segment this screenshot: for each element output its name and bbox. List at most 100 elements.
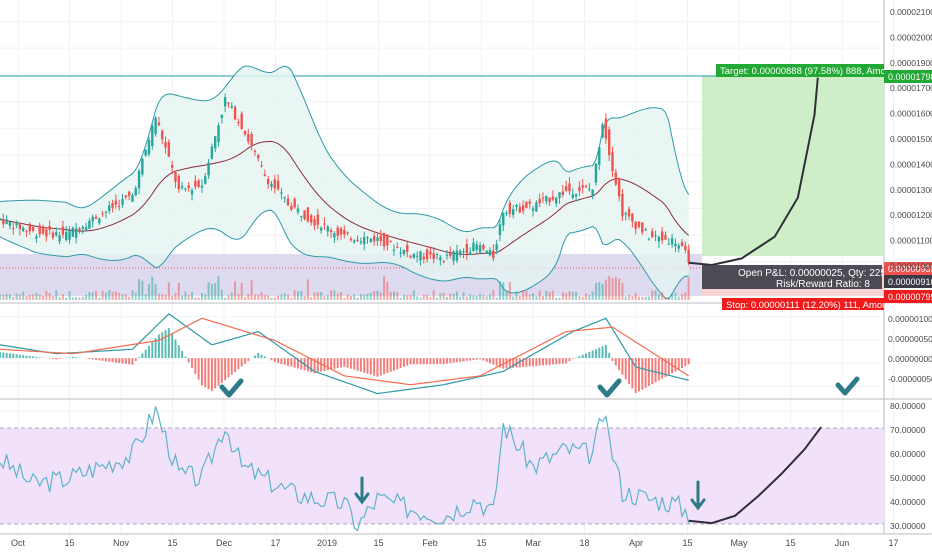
volume-bar [211, 284, 213, 300]
volume-bar [25, 296, 27, 300]
candle-body [433, 253, 435, 259]
volume-bar [651, 291, 653, 300]
volume-bar [472, 295, 474, 300]
candle-body [144, 150, 146, 156]
volume-bar [512, 297, 514, 300]
volume-bar [171, 296, 173, 300]
candle-body [525, 202, 527, 208]
macd-histogram-bar [264, 357, 266, 359]
volume-bar [72, 297, 74, 300]
macd-histogram-bar [49, 358, 51, 359]
candle-body [466, 244, 468, 253]
risk-reward-text: Risk/Reward Ratio: 8 [776, 279, 870, 290]
candle-body [214, 136, 216, 148]
macd-histogram-bar [168, 328, 170, 358]
volume-bar [264, 295, 266, 300]
macd-histogram-bar [595, 349, 597, 358]
macd-histogram-bar [330, 358, 332, 369]
rsi-y-tick: 40.00000 [890, 497, 926, 507]
macd-histogram-bar [72, 357, 74, 358]
macd-histogram-bar [492, 358, 494, 364]
volume-bar [314, 292, 316, 300]
candle-body [558, 192, 560, 198]
volume-bar [539, 291, 541, 300]
volume-bar [522, 290, 524, 300]
volume-bar [105, 293, 107, 300]
target-price-text: 0.00001798 [888, 72, 932, 82]
volume-bar [367, 294, 369, 300]
candle-body [538, 199, 540, 203]
candle-body [154, 118, 156, 134]
price-y-tick: 0.00001100 [890, 236, 932, 246]
macd-histogram-bar [482, 358, 484, 360]
volume-bar [598, 282, 600, 300]
candle-body [148, 140, 150, 154]
candle-body [505, 213, 507, 214]
volume-bar [466, 297, 468, 300]
candle-body [19, 223, 21, 229]
macd-histogram-bar [433, 358, 435, 364]
volume-bar [436, 298, 438, 300]
macd-histogram-bar [221, 358, 223, 383]
volume-bar [155, 284, 157, 300]
volume-bar [188, 295, 190, 300]
volume-bar [125, 294, 127, 300]
volume-bar [55, 290, 57, 300]
candle-body [346, 232, 348, 233]
volume-bar [469, 294, 471, 300]
macd-histogram-bar [2, 352, 4, 358]
macd-histogram-bar [449, 358, 451, 363]
candle-body [393, 250, 395, 251]
macd-histogram-bar [532, 358, 534, 366]
volume-bar [135, 293, 137, 300]
candle-body [184, 188, 186, 189]
macd-histogram-bar [333, 358, 335, 369]
macd-histogram-bar [98, 358, 100, 360]
volume-bar [459, 297, 461, 300]
candle-body [644, 230, 646, 231]
candle-body [32, 227, 34, 231]
volume-bar [585, 293, 587, 300]
volume-bar [78, 297, 80, 300]
macd-histogram-bar [386, 358, 388, 373]
volume-bar [340, 292, 342, 300]
macd-histogram-bar [443, 358, 445, 364]
candle-body [237, 122, 239, 123]
macd-histogram-bar [555, 358, 557, 364]
volume-bar [178, 283, 180, 300]
candle-body [231, 106, 233, 108]
candle-body [489, 250, 491, 255]
volume-bar [568, 291, 570, 300]
volume-bar [671, 294, 673, 300]
volume-bar [628, 295, 630, 300]
candle-body [634, 222, 636, 229]
volume-bar [658, 294, 660, 300]
candle-body [555, 198, 557, 204]
volume-bar [350, 296, 352, 300]
macd-histogram-bar [592, 351, 594, 359]
macd-histogram-bar [678, 358, 680, 370]
candle-body [439, 257, 441, 260]
volume-bar [287, 294, 289, 300]
volume-bar [168, 282, 170, 300]
volume-bar [138, 279, 140, 300]
volume-bar [400, 298, 402, 300]
volume-bar [251, 280, 253, 300]
volume-bar [16, 294, 18, 300]
macd-histogram-bar [360, 358, 362, 372]
candle-body [482, 245, 484, 249]
volume-bar [337, 294, 339, 300]
candle-body [188, 185, 190, 188]
volume-bar [131, 290, 133, 300]
volume-bar [489, 294, 491, 300]
volume-bar [419, 297, 421, 300]
macd-histogram-bar [198, 358, 200, 379]
volume-bar [201, 293, 203, 300]
volume-bar [502, 282, 504, 300]
volume-bar [499, 281, 501, 300]
volume-bar [509, 282, 511, 300]
rsi-y-tick: 30.00000 [890, 521, 926, 531]
volume-bar [343, 298, 345, 300]
volume-bar [453, 294, 455, 300]
volume-bar [446, 297, 448, 300]
